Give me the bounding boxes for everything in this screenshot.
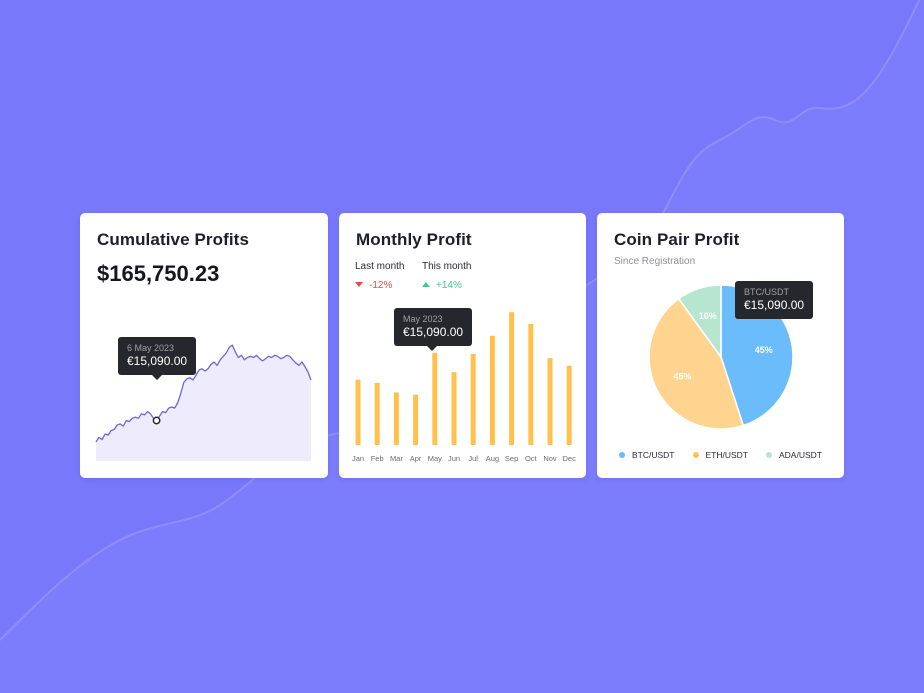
legend-dot-btc — [619, 452, 625, 458]
last-month-label: Last month — [355, 261, 405, 272]
legend-item-eth[interactable]: ETH/USDT — [692, 450, 749, 460]
tick-label-sep: Sep — [505, 454, 518, 463]
this-month-stat: This month +14% — [422, 261, 471, 291]
tick-label-jun: Jun — [448, 454, 460, 463]
area-fill — [96, 345, 311, 461]
area-tooltip-date: 6 May 2023 — [127, 343, 175, 353]
tick-label-jul: Jul — [468, 454, 478, 463]
tick-label-dec: Dec — [563, 454, 577, 463]
cumulative-area-chart[interactable] — [80, 213, 328, 478]
last-month-delta-text: -12% — [369, 280, 393, 291]
tick-label-apr: Apr — [410, 454, 422, 463]
tick-label-nov: Nov — [543, 454, 557, 463]
bar-apr — [413, 394, 419, 445]
cumulative-profits-card: Cumulative Profits $165,750.23 6 May 202… — [80, 213, 328, 478]
pie-slice-eth — [648, 297, 745, 430]
legend-item-btc[interactable]: BTC/USDT — [619, 450, 675, 460]
tick-label-jan: Jan — [352, 454, 364, 463]
area-tooltip: 6 May 2023 €15,090.00 — [118, 337, 197, 380]
legend-dot-eth — [692, 452, 699, 458]
this-month-label: This month — [422, 261, 472, 272]
coin-pair-title: Coin Pair Profit — [614, 230, 740, 249]
legend-label-eth: ETH/USDT — [705, 450, 749, 460]
bar-may — [432, 352, 438, 445]
tick-label-aug: Aug — [486, 454, 499, 463]
tick-label-may: May — [428, 454, 442, 463]
area-line — [95, 344, 312, 443]
this-month-delta: +14% — [422, 280, 471, 291]
legend-label-ada: ADA/USDT — [779, 450, 822, 460]
pie-slice-ada — [677, 284, 722, 360]
coin-pair-pie-chart[interactable]: 45% 45% 10% — [597, 213, 844, 478]
last-month-delta: -12% — [355, 280, 404, 291]
legend-label-btc: BTC/USDT — [632, 450, 675, 460]
area-tooltip-value: €15,090.00 — [127, 354, 188, 368]
bar-jun — [451, 372, 457, 445]
this-month-delta-text: +14% — [436, 280, 462, 291]
bar-tooltip-month: May 2023 — [403, 314, 443, 324]
tick-label-feb: Feb — [371, 454, 384, 463]
pie-tooltip-value: €15,090.00 — [744, 298, 805, 312]
last-month-stat: Last month -12% — [355, 261, 404, 291]
bar-jul — [470, 353, 476, 445]
monthly-profit-card: Monthly Profit Last month -12% This mont… — [339, 213, 586, 478]
bar-jan — [355, 379, 361, 445]
legend-dot-ada — [766, 452, 772, 458]
bar-sep — [509, 312, 515, 445]
coin-pair-profit-card: Coin Pair Profit Since Registration 45% 4… — [597, 213, 844, 478]
pie-label-btc: 45% — [755, 345, 773, 355]
bar-tooltip-value: €15,090.00 — [403, 325, 464, 339]
area-highlight-point — [152, 416, 161, 425]
cumulative-profits-title: Cumulative Profits — [97, 230, 249, 249]
coin-pair-subtitle: Since Registration — [614, 256, 696, 267]
bar-aug — [489, 335, 495, 445]
down-arrow-icon — [355, 281, 363, 287]
bar-feb — [374, 382, 380, 445]
pie-label-ada: 10% — [699, 311, 717, 321]
bar-oct — [528, 323, 534, 445]
tick-label-mar: Mar — [390, 454, 403, 463]
up-arrow-icon — [422, 281, 430, 287]
pie-legend: BTC/USDT ETH/USDT ADA/USDT — [597, 450, 844, 460]
bar-nov — [547, 358, 553, 445]
pie-label-eth: 45% — [673, 372, 691, 382]
pie-tooltip-pair: BTC/USDT — [744, 287, 789, 297]
bar-tooltip: May 2023 €15,090.00 — [394, 308, 473, 351]
cumulative-profits-value: $165,750.23 — [97, 261, 220, 286]
bar-dec — [566, 365, 572, 445]
legend-item-ada[interactable]: ADA/USDT — [766, 450, 822, 460]
monthly-bar-chart[interactable]: Jan Feb Mar Apr May Jun Jul Aug Sep Oct Nov Dec — [339, 213, 586, 478]
monthly-profit-title: Monthly Profit — [356, 230, 472, 249]
pie-tooltip: BTC/USDT €15,090.00 — [735, 281, 814, 319]
bar-mar — [393, 392, 399, 445]
tick-label-oct: Oct — [525, 454, 538, 463]
